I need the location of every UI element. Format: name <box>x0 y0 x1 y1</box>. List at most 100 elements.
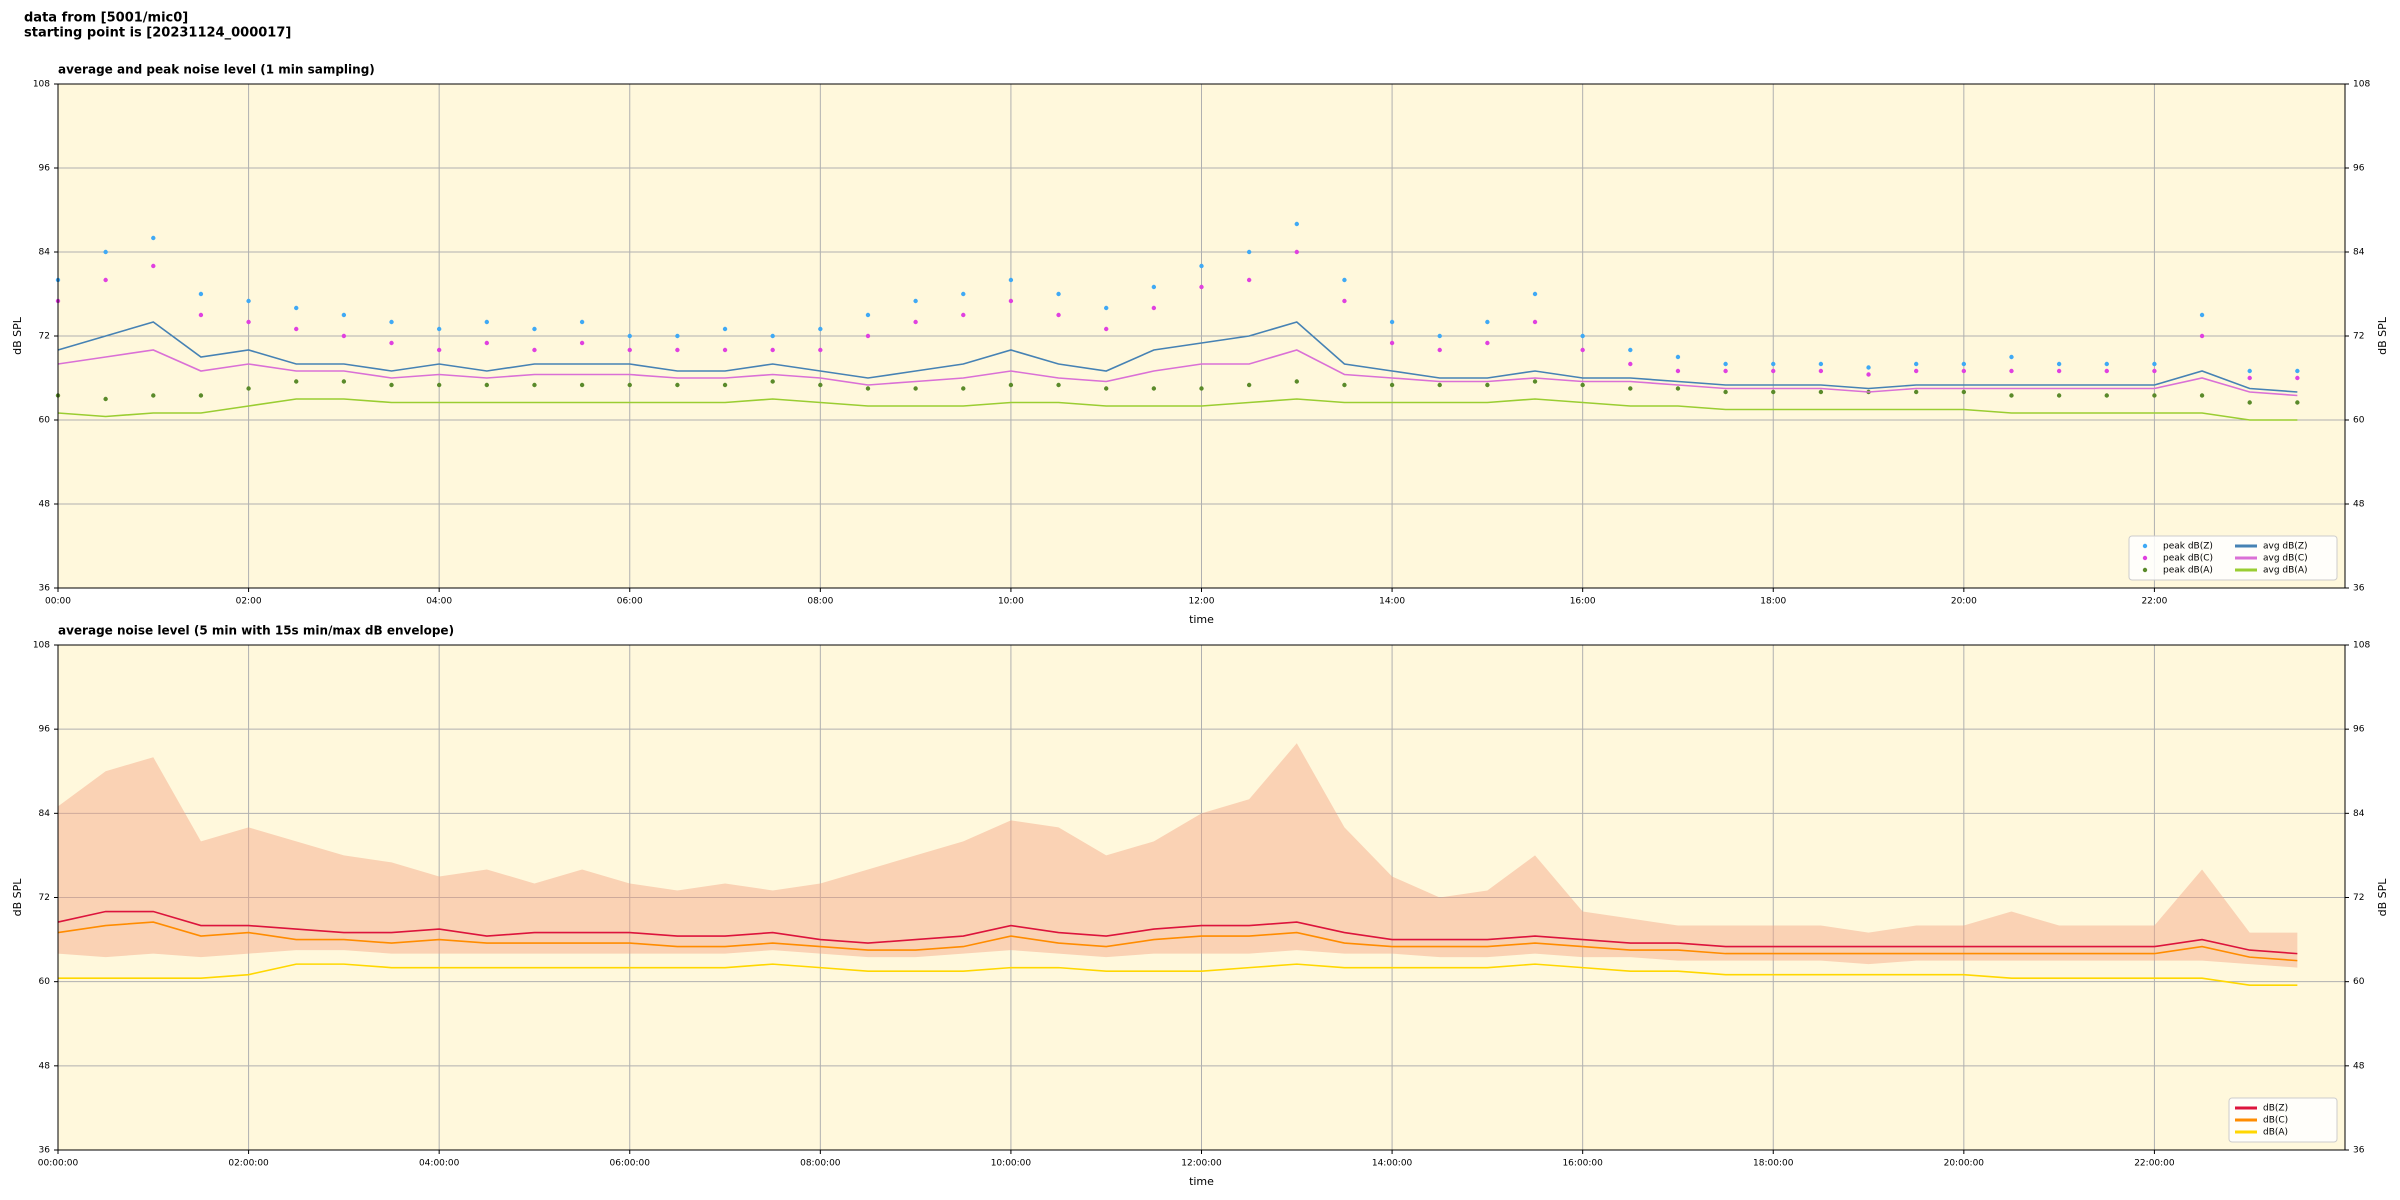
x-tick-label: 12:00 <box>1189 597 1215 607</box>
peak-marker <box>675 382 680 388</box>
peak-marker <box>246 319 251 325</box>
peak-marker <box>1532 379 1538 384</box>
peak-marker <box>2247 400 2252 405</box>
legend-box <box>2128 535 2338 581</box>
peak-marker <box>627 347 632 353</box>
y-tick-label: 84 <box>2353 248 2365 258</box>
peak-marker <box>151 393 156 398</box>
peak-marker <box>532 326 537 332</box>
peak-marker <box>198 393 204 398</box>
peak-marker <box>1437 347 1442 353</box>
peak-marker <box>1532 291 1538 297</box>
peak-marker <box>2009 354 2014 360</box>
series-line <box>57 349 2298 397</box>
peak-marker <box>1771 361 1776 367</box>
legend-label: avg dB(Z) <box>2263 542 2308 552</box>
y-axis-label: dB SPL <box>2376 878 2389 917</box>
legend-label: peak dB(C) <box>2163 554 2213 564</box>
peak-marker <box>913 298 918 304</box>
y-tick-label: 36 <box>39 584 51 594</box>
x-tick-label: 08:00 <box>807 597 833 607</box>
x-tick-label: 12:00:00 <box>1181 1159 1222 1169</box>
plot-frame <box>57 83 2346 589</box>
peak-marker <box>1199 284 1204 290</box>
peak-marker <box>2199 312 2205 318</box>
y-tick-label: 84 <box>39 809 51 819</box>
peak-marker <box>865 333 871 339</box>
peak-marker <box>1580 333 1585 339</box>
x-tick-label: 00:00:00 <box>38 1159 79 1169</box>
peak-marker <box>1723 368 1728 374</box>
envelope-area <box>58 743 2298 968</box>
x-tick-label: 10:00:00 <box>991 1159 1032 1169</box>
peak-marker <box>389 319 394 325</box>
peak-marker <box>1199 263 1204 269</box>
peak-marker <box>1389 382 1395 388</box>
chart-title: average and peak noise level (1 min samp… <box>58 63 375 77</box>
peak-marker <box>913 319 918 325</box>
peak-marker <box>2104 393 2109 398</box>
y-tick-label: 60 <box>2353 416 2365 426</box>
peak-marker <box>1675 354 1681 360</box>
legend-label: avg dB(A) <box>2263 566 2307 576</box>
legend-label: peak dB(Z) <box>2163 542 2213 552</box>
y-tick-label: 60 <box>39 416 51 426</box>
peak-marker <box>1818 389 1824 395</box>
peak-marker <box>2152 393 2157 398</box>
x-tick-label: 06:00:00 <box>610 1159 651 1169</box>
peak-marker <box>1008 277 1014 283</box>
peak-marker <box>1437 333 1442 339</box>
peak-marker <box>294 326 299 332</box>
y-tick-label: 60 <box>2353 977 2365 987</box>
peak-marker <box>1723 361 1728 367</box>
y-tick-label: 96 <box>2353 164 2365 174</box>
peak-marker <box>1437 382 1442 388</box>
peak-marker <box>579 382 585 388</box>
x-tick-label: 08:00:00 <box>800 1159 841 1169</box>
peak-marker <box>1151 305 1157 311</box>
peak-marker <box>961 312 966 318</box>
y-tick-label: 36 <box>2353 1146 2365 1156</box>
peak-marker <box>1389 340 1395 346</box>
y-tick-label: 108 <box>2353 80 2370 90</box>
x-tick-label: 18:00 <box>1760 597 1786 607</box>
peak-marker <box>1866 365 1871 370</box>
x-tick-label: 02:00:00 <box>228 1159 269 1169</box>
peak-marker <box>198 291 204 297</box>
y-tick-label: 84 <box>2353 809 2365 819</box>
y-tick-label: 96 <box>2353 725 2365 735</box>
y-tick-label: 48 <box>2353 500 2365 510</box>
legend-label: dB(A) <box>2263 1128 2288 1138</box>
peak-marker <box>484 319 490 325</box>
peak-marker <box>1580 382 1585 388</box>
peak-marker <box>1675 368 1681 374</box>
series-line <box>57 921 2298 962</box>
x-tick-label: 10:00 <box>998 597 1024 607</box>
x-tick-label: 20:00:00 <box>1944 1159 1985 1169</box>
legend-marker <box>2142 555 2148 561</box>
peak-marker <box>1485 382 1490 388</box>
peak-marker <box>532 382 537 388</box>
peak-marker <box>913 386 918 391</box>
peak-marker <box>1104 386 1109 391</box>
x-tick-label: 14:00:00 <box>1372 1159 1413 1169</box>
peak-marker <box>1961 361 1967 367</box>
peak-marker <box>1294 249 1299 255</box>
y-tick-label: 60 <box>39 977 51 987</box>
series-line <box>58 963 2298 986</box>
legend-label: dB(Z) <box>2263 1104 2288 1114</box>
x-tick-label: 06:00 <box>617 597 643 607</box>
y-tick-label: 108 <box>33 641 50 651</box>
peak-marker <box>2056 361 2062 367</box>
peak-marker <box>151 235 156 241</box>
peak-marker <box>2295 375 2300 381</box>
peak-marker <box>1532 319 1538 325</box>
peak-marker <box>722 382 728 388</box>
peak-marker <box>1008 382 1014 388</box>
peak-marker <box>436 382 442 388</box>
peak-marker <box>2295 368 2300 374</box>
chart-title: average noise level (5 min with 15s min/… <box>58 624 454 638</box>
peak-marker <box>294 379 299 384</box>
y-tick-label: 48 <box>39 1061 51 1071</box>
